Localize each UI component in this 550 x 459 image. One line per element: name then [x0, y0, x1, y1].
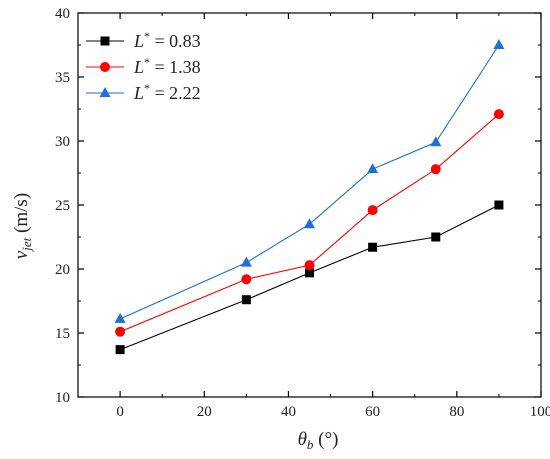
- y-tick-label: 40: [55, 6, 70, 22]
- series-1: [115, 109, 504, 337]
- y-axis-unit: (m/s): [11, 193, 32, 233]
- x-axis-unit: (°): [318, 429, 338, 450]
- y-axis-label: vjet (m/s): [11, 193, 34, 259]
- legend-marker: [100, 36, 110, 46]
- legend-marker: [99, 87, 111, 97]
- data-point: [304, 218, 315, 229]
- legend-var: L: [133, 31, 144, 51]
- x-axis-subscript: b: [307, 437, 314, 452]
- series-0: [115, 200, 504, 355]
- legend-var: L: [133, 83, 144, 103]
- series-line: [119, 204, 500, 351]
- legend-sup: *: [144, 55, 150, 69]
- data-point: [115, 345, 125, 355]
- data-point: [431, 232, 441, 242]
- legend-var: L: [133, 57, 144, 77]
- data-point: [305, 268, 314, 278]
- legend-item: L* = 2.22: [86, 81, 201, 103]
- series-line: [119, 113, 500, 333]
- data-point: [493, 109, 504, 120]
- data-point: [494, 200, 504, 210]
- y-tick-label: 35: [55, 70, 70, 86]
- x-tick-label: 20: [197, 404, 212, 420]
- data-series: [114, 39, 505, 355]
- series-2: [114, 39, 505, 323]
- legend-sup: *: [144, 29, 150, 43]
- legend-marker: [100, 62, 110, 72]
- x-tick-label: 80: [449, 404, 464, 420]
- data-point: [368, 242, 378, 252]
- x-tick-label: 100: [530, 404, 550, 420]
- y-axis-subscript: jet: [19, 237, 34, 252]
- legend-rest: = 1.38: [150, 57, 201, 77]
- data-point: [114, 312, 126, 323]
- series-line: [119, 44, 500, 320]
- legend-item: L* = 0.83: [86, 29, 201, 51]
- x-tick-label: 40: [281, 404, 296, 420]
- data-point: [430, 136, 442, 147]
- legend-sup: *: [144, 81, 150, 95]
- x-axis-symbol: θ: [298, 429, 307, 450]
- data-point: [430, 164, 441, 175]
- legend-label: L* = 1.38: [133, 55, 201, 77]
- data-point: [304, 260, 315, 271]
- x-tick-label: 0: [116, 404, 124, 420]
- data-point: [115, 326, 126, 337]
- data-point: [241, 295, 251, 305]
- y-tick-label: 25: [55, 198, 70, 214]
- y-tick-label: 15: [55, 326, 70, 342]
- y-tick-label: 20: [55, 262, 70, 278]
- y-tick-label: 10: [55, 390, 70, 406]
- x-axis-label: θb (°): [298, 429, 339, 452]
- y-tick-label: 30: [55, 134, 70, 150]
- y-axis-symbol: v: [11, 250, 32, 259]
- data-point: [240, 256, 252, 267]
- legend-rest: = 0.83: [150, 31, 201, 51]
- x-tick-label: 60: [365, 404, 380, 420]
- axis-ticks: 0 20 40 60 80 100 10 15 20 25 30 35 40: [55, 6, 550, 420]
- data-point: [241, 274, 252, 285]
- legend-label: L* = 2.22: [133, 81, 201, 103]
- data-point: [493, 39, 505, 49]
- data-point: [367, 205, 378, 216]
- legend: L* = 0.83L* = 1.38L* = 2.22: [86, 29, 201, 103]
- legend-item: L* = 1.38: [86, 55, 201, 77]
- legend-label: L* = 0.83: [133, 29, 201, 51]
- data-point: [367, 163, 379, 174]
- legend-rest: = 2.22: [150, 83, 201, 103]
